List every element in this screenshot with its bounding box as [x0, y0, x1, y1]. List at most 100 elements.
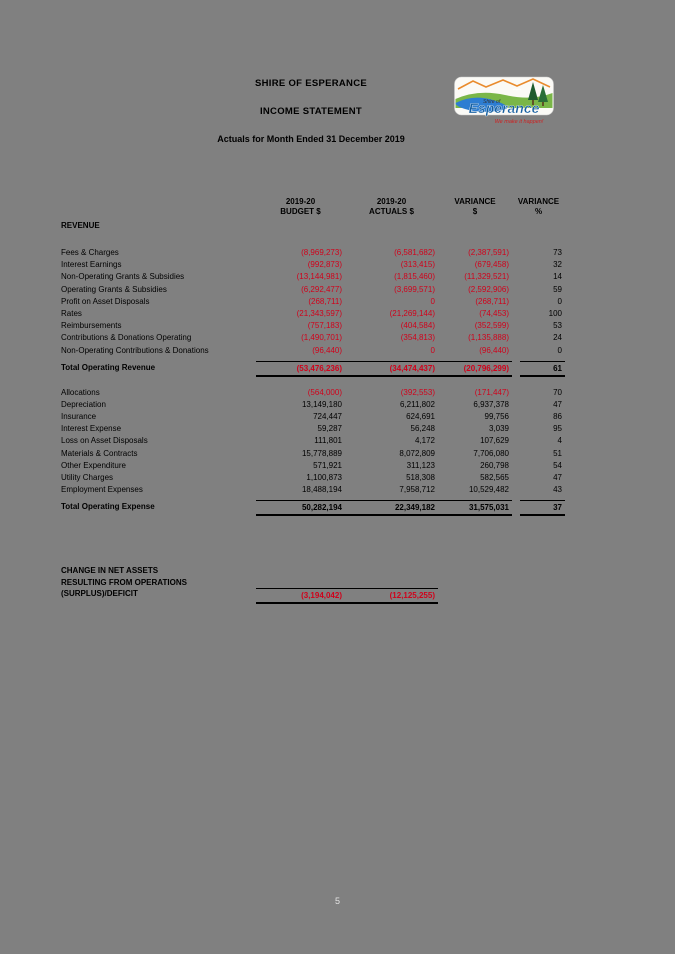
- variance-cell: (96,440): [479, 345, 509, 355]
- variance-pct-cell: 53: [553, 321, 562, 331]
- actuals-cell: 8,072,809: [399, 448, 435, 458]
- logo-tagline: We make it happen!: [495, 119, 544, 125]
- variance-pct-cell: 70: [553, 387, 562, 397]
- variance-pct-cell: 14: [553, 272, 562, 282]
- variance-cell: 99,756: [484, 412, 509, 422]
- actuals-cell: (313,415): [400, 260, 435, 270]
- page-number: 5: [334, 896, 340, 906]
- variance-cell: (2,387,591): [468, 248, 509, 257]
- total-values: (53,476,236) (34,474,437) (20,796,299): [256, 360, 512, 377]
- table-row: Profit on Asset Disposals (268,711) 0 (268,…: [61, 296, 565, 308]
- variance-cell: (20,796,299): [463, 363, 509, 373]
- table-row: Allocations (564,000) (392,553) (171,447) 70: [61, 387, 565, 399]
- row-label: Materials & Contracts: [61, 448, 138, 458]
- actuals-cell: 624,691: [406, 412, 435, 422]
- row-label: Depreciation: [61, 399, 106, 409]
- logo-wordmark: Esperance: [469, 100, 540, 116]
- actuals-cell: 4,172: [414, 436, 435, 446]
- budget-cell: (757,183): [307, 321, 342, 331]
- row-label: Utility Charges: [61, 473, 114, 482]
- budget-cell: 111,801: [314, 436, 342, 446]
- budget-cell: 724,447: [313, 412, 342, 422]
- table-row: Rates (21,343,597) (21,269,144) (74,453) 100: [61, 308, 565, 320]
- variance-pct-cell: 100: [548, 308, 562, 318]
- variance-cell: 10,529,482: [468, 485, 509, 495]
- logo-trees: [528, 82, 548, 106]
- budget-cell: (13,144,981): [296, 272, 342, 282]
- income-statement-table: 2019-20 BUDGET $ 2019-20 ACTUALS $ VARIA…: [61, 197, 565, 605]
- variance-cell: (1,135,888): [468, 333, 509, 343]
- table-row: Fees & Charges (8,969,273) (6,581,682) (2,3…: [61, 247, 565, 259]
- net-actuals-value: (12,125,255): [389, 591, 435, 601]
- actuals-cell: 56,248: [410, 424, 435, 434]
- budget-cell: 13,149,180: [301, 399, 342, 409]
- actuals-column-header: 2019-20 ACTUALS $: [369, 197, 414, 216]
- logo-bird: [512, 88, 522, 91]
- budget-cell: 50,282,194: [301, 503, 342, 513]
- variance-cell: (171,447): [474, 387, 509, 397]
- shire-logo-image: Shire of Esperance We make it happen!: [454, 76, 554, 125]
- row-label: Fees & Charges: [61, 248, 119, 257]
- budget-cell: (6,292,477): [301, 284, 342, 294]
- table-row: Other Expenditure 571,921 311,123 260,798 54: [61, 460, 565, 472]
- net-assets-values: (3,194,042) (12,125,255): [256, 588, 438, 605]
- variance-pct-cell: 43: [553, 485, 562, 495]
- actuals-cell: (1,815,460): [394, 272, 435, 282]
- variance-pct-cell: 59: [553, 284, 562, 294]
- variance-pct-cell: 0: [557, 296, 562, 306]
- row-label: Rates: [61, 308, 82, 318]
- table-row: Utility Charges 1,100,873 518,308 582,565 47: [61, 472, 565, 484]
- net-assets-label-line: RESULTING FROM OPERATIONS: [61, 577, 187, 587]
- variance-pct-column-header: VARIANCE %: [517, 197, 560, 216]
- variance-pct-cell: 86: [553, 412, 562, 422]
- variance-cell: (11,329,521): [464, 272, 509, 282]
- variance-pct-cell: 32: [553, 260, 562, 270]
- net-assets-values-row: (3,194,042) (12,125,255): [61, 588, 565, 605]
- logo-river: [455, 97, 508, 112]
- total-row: Total Operating Revenue (53,476,236) (34,4…: [61, 360, 565, 377]
- variance-cell: 31,575,031: [468, 503, 509, 513]
- row-label: Employment Expenses: [61, 485, 143, 495]
- variance-cell: (352,599): [474, 321, 509, 331]
- budget-cell: (268,711): [308, 296, 342, 306]
- logo-mountains: [457, 78, 551, 90]
- variance-cell: (74,453): [479, 308, 509, 318]
- variance-pct-cell: 0: [557, 345, 562, 355]
- total-operating-expense-row: Total Operating Expense 50,282,194 22,349,…: [61, 500, 565, 517]
- report-period: Actuals for Month Ended 31 December 2019: [217, 134, 405, 144]
- net-assets-section: CHANGE IN NET ASSETS RESULTING FROM OPER…: [61, 565, 565, 605]
- variance-cell: 107,629: [480, 436, 509, 446]
- table-row: Depreciation 13,149,180 6,211,802 6,937,378…: [61, 399, 565, 411]
- variance-cell: (679,458): [474, 260, 509, 270]
- net-assets-label-line: (SURPLUS)/DEFICIT: [61, 589, 138, 599]
- row-label: Non-Operating Contributions & Donations: [61, 345, 209, 355]
- variance-pct-cell: 51: [553, 448, 562, 458]
- table-row: Operating Grants & Subsidies (6,292,477) (…: [61, 284, 565, 296]
- variance-cell: 7,706,080: [473, 448, 509, 458]
- table-row: Non-Operating Contributions & Donations (…: [61, 345, 565, 357]
- actuals-cell: 22,349,182: [394, 503, 435, 513]
- table-row: Employment Expenses 18,488,194 7,958,712 10…: [61, 484, 565, 496]
- actuals-cell: (21,269,144): [389, 308, 435, 318]
- actuals-cell: (354,813): [400, 333, 435, 343]
- variance-pct-cell: 4: [557, 436, 562, 446]
- actuals-cell: (404,584): [400, 321, 435, 331]
- variance-cell: 260,798: [480, 460, 509, 470]
- variance-cell: 582,565: [480, 473, 509, 482]
- net-assets-label-line: CHANGE IN NET ASSETS: [61, 566, 159, 576]
- actuals-cell: 311,123: [406, 460, 435, 470]
- budget-cell: 571,921: [313, 460, 342, 470]
- organisation-name: SHIRE OF ESPERANCE: [254, 78, 368, 89]
- table-row: Reimbursements (757,183) (404,584) (352,599…: [61, 320, 565, 332]
- variance-cell: (268,711): [475, 296, 509, 306]
- variance-pct-cell: 37: [520, 500, 565, 517]
- revenue-section-label: REVENUE: [61, 221, 100, 230]
- page-title: INCOME STATEMENT: [259, 106, 363, 117]
- spacer: [61, 376, 565, 387]
- table-row: Non-Operating Grants & Subsidies (13,144,…: [61, 271, 565, 283]
- row-label: Other Expenditure: [61, 460, 126, 470]
- total-values: 50,282,194 22,349,182 31,575,031: [256, 500, 512, 517]
- variance-pct-cell: 61: [520, 360, 565, 377]
- total-operating-revenue-row: Total Operating Revenue (53,476,236) (34,4…: [61, 360, 565, 377]
